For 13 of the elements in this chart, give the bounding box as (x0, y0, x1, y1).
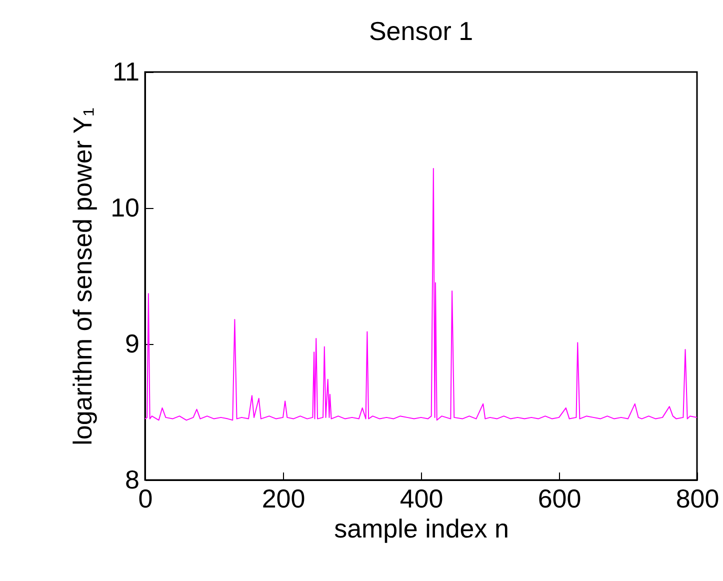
line-series (144, 168, 698, 421)
x-tick-label: 400 (400, 484, 444, 514)
x-tick-label: 0 (138, 484, 153, 514)
y-tick-label: 8 (125, 464, 140, 494)
x-tick-label: 200 (262, 484, 306, 514)
y-tick-label: 10 (110, 192, 140, 222)
y-tick-label: 9 (125, 328, 140, 358)
chart-title: Sensor 1 (368, 16, 474, 46)
x-tick-label: 800 (676, 484, 720, 514)
x-axis-title: sample index n (334, 514, 509, 544)
y-axis-title: logarithm of sensed power Y₁ (68, 107, 98, 446)
y-tick-label: 11 (112, 56, 140, 86)
x-tick-label: 600 (538, 484, 582, 514)
